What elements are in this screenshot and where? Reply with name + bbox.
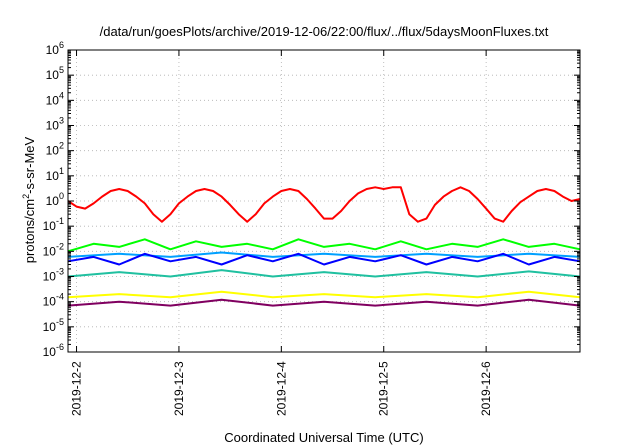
- x-axis-label: Coordinated Universal Time (UTC): [224, 430, 423, 445]
- y-tick-label: 10-6: [43, 342, 64, 359]
- y-axis-label-sup: 2: [21, 194, 31, 199]
- y-tick-base: 10: [43, 244, 57, 258]
- y-tick-base: 10: [43, 320, 57, 334]
- y-tick-label: 10-2: [43, 241, 64, 258]
- y-tick-exponent: 5: [59, 65, 64, 75]
- y-tick-label: 10-5: [43, 317, 64, 334]
- y-tick-base: 10: [43, 270, 57, 284]
- y-tick-exponent: 3: [59, 116, 64, 126]
- y-tick-label: 105: [46, 65, 64, 82]
- y-axis-label: protons/cm2-s-sr-MeV: [21, 136, 37, 263]
- x-tick-label: 2019-12-2: [70, 361, 84, 416]
- y-tick-exponent: -3: [56, 267, 64, 277]
- y-tick-base: 10: [43, 345, 57, 359]
- series-line-4: [67, 252, 581, 266]
- y-tick-label: 102: [46, 141, 64, 158]
- y-tick-label: 10-1: [43, 216, 64, 233]
- y-tick-base: 10: [46, 144, 60, 158]
- y-tick-base: 10: [46, 93, 60, 107]
- y-tick-base: 10: [43, 219, 57, 233]
- y-tick-label: 10-3: [43, 267, 64, 284]
- y-tick-label: 100: [46, 191, 64, 208]
- y-tick-exponent: 2: [59, 141, 64, 151]
- y-tick-exponent: 6: [59, 40, 64, 50]
- y-tick-exponent: -1: [56, 216, 64, 226]
- x-tick-label: 2019-12-6: [479, 361, 493, 416]
- series-line-1: [67, 186, 581, 223]
- y-tick-exponent: -6: [56, 342, 64, 352]
- series-line-2: [67, 238, 581, 253]
- y-tick-label: 104: [46, 90, 64, 107]
- y-tick-base: 10: [46, 43, 60, 57]
- y-tick-label: 103: [46, 116, 64, 133]
- y-tick-exponent: 4: [59, 90, 64, 100]
- y-tick-base: 10: [46, 194, 60, 208]
- y-tick-exponent: -4: [56, 292, 64, 302]
- data-series: [67, 186, 581, 307]
- series-line-6: [67, 290, 581, 299]
- y-tick-base: 10: [43, 295, 57, 309]
- y-tick-base: 10: [46, 68, 60, 82]
- series-line-5: [67, 269, 581, 278]
- y-tick-label: 10-4: [43, 292, 64, 309]
- y-tick-base: 10: [46, 119, 60, 133]
- y-tick-exponent: 1: [59, 166, 64, 176]
- y-tick-exponent: 0: [59, 191, 64, 201]
- series-line-7: [67, 298, 581, 307]
- y-tick-base: 10: [46, 169, 60, 183]
- x-tick-label: 2019-12-5: [377, 361, 391, 416]
- y-tick-exponent: -5: [56, 317, 64, 327]
- y-tick-exponent: -2: [56, 241, 64, 251]
- y-tick-label: 101: [46, 166, 64, 183]
- y-axis-label-base: protons/cm: [22, 199, 37, 263]
- y-axis-ticks: 10-610-510-410-310-210-11001011021031041…: [43, 40, 580, 359]
- y-axis-label-rest: -s-sr-MeV: [22, 136, 37, 193]
- chart-title: /data/run/goesPlots/archive/2019-12-06/2…: [100, 24, 549, 39]
- x-tick-label: 2019-12-3: [172, 361, 186, 416]
- y-tick-label: 106: [46, 40, 64, 57]
- x-axis-ticks: 2019-12-2 2019-12-3 2019-12-4 2019-12-5 2019…: [70, 50, 493, 416]
- x-tick-label: 2019-12-4: [274, 361, 288, 416]
